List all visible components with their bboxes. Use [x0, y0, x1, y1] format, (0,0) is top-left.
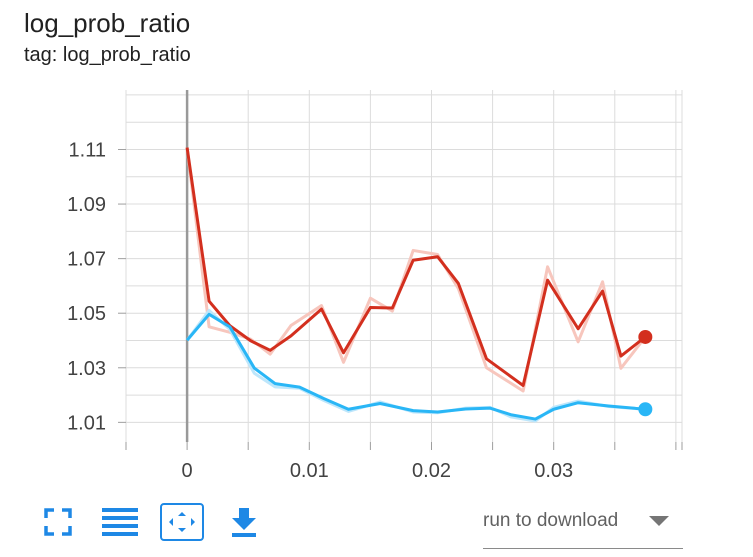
run-to-download-select[interactable]: run to download: [483, 504, 683, 549]
vertical-gridlines: [125, 90, 683, 442]
fullscreen-icon: [44, 508, 72, 536]
download-button[interactable]: [222, 502, 266, 542]
series-end-markers: [638, 329, 653, 417]
chart-toolbar: [36, 500, 284, 544]
x-tick-label: 0.01: [290, 460, 329, 480]
toggle-y-log-button[interactable]: [98, 502, 142, 542]
horizontal-gridlines: [126, 94, 682, 423]
chevron-down-icon: [649, 516, 669, 526]
y-tick-label: 1.09: [67, 194, 106, 216]
y-tick-label: 1.07: [67, 249, 106, 271]
series-0-end-dot: [638, 329, 653, 344]
x-tick-label: 0.03: [534, 460, 573, 480]
series-1-line: [185, 312, 646, 421]
series-1-end-dot: [638, 402, 653, 417]
x-axis-ticks: 0 0.01 0.02 0.03: [125, 442, 683, 480]
y-tick-label: 1.01: [67, 412, 106, 434]
y-axis-ticks: 1.01 1.03 1.05 1.07 1.09 1.11: [67, 139, 126, 434]
raw-series-group: [185, 147, 647, 423]
fit-domain-button[interactable]: [160, 503, 204, 541]
smoothed-series-group: [185, 147, 647, 421]
fit-domain-icon: [169, 512, 195, 532]
fullscreen-button[interactable]: [36, 502, 80, 542]
series-0-line: [185, 147, 647, 388]
x-tick-label: 0: [182, 460, 193, 480]
line-chart: 0 0.01 0.02 0.03 1.01 1.03 1.05 1.07 1.09 1.11: [67, 90, 683, 480]
y-tick-label: 1.05: [67, 303, 106, 325]
chart-tag: tag: log_prob_ratio: [24, 44, 191, 66]
x-tick-label: 0.02: [412, 460, 451, 480]
series-0-raw-line: [185, 147, 647, 393]
toggle-y-log-icon: [102, 508, 138, 536]
chart-title: log_prob_ratio: [24, 8, 191, 38]
download-icon: [232, 508, 256, 537]
y-tick-label: 1.03: [67, 358, 106, 380]
y-tick-label: 1.11: [69, 139, 106, 161]
run-select-label: run to download: [483, 510, 619, 531]
